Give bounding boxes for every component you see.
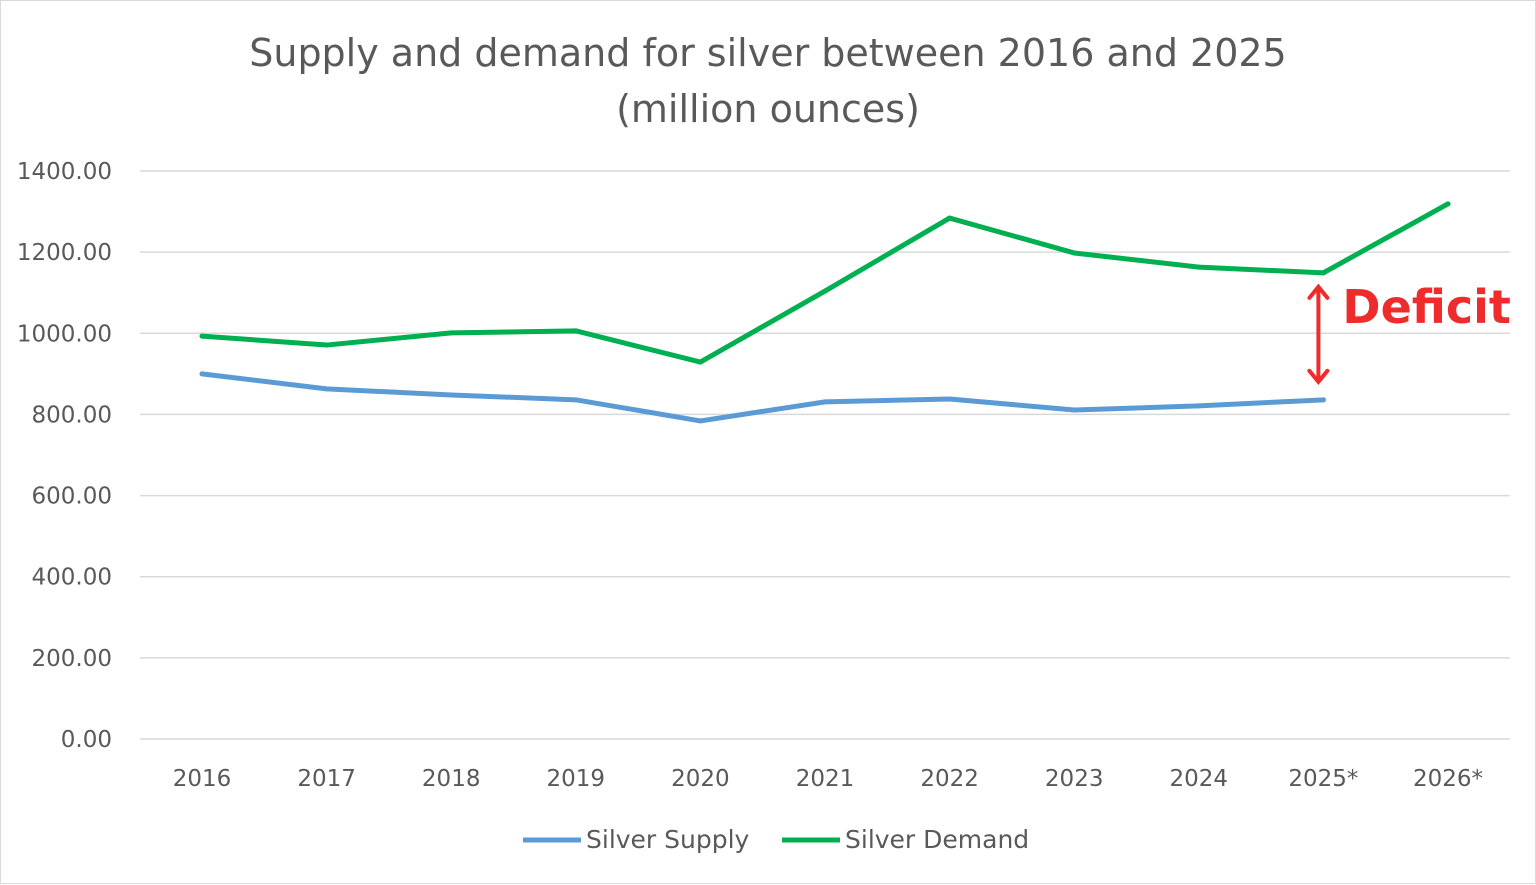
x-tick-label: 2018 xyxy=(422,766,481,792)
data-point xyxy=(1071,250,1077,256)
y-tick-label: 1000.00 xyxy=(17,321,112,347)
chart-subtitle: (million ounces) xyxy=(616,87,920,131)
y-tick-label: 0.00 xyxy=(61,727,112,753)
data-point xyxy=(1445,201,1451,207)
series-line-silver-supply xyxy=(199,371,1326,424)
chart-title: Supply and demand for silver between 201… xyxy=(249,31,1287,75)
x-tick-label: 2019 xyxy=(547,766,606,792)
data-point xyxy=(448,330,454,336)
data-point xyxy=(1071,407,1077,413)
data-point xyxy=(1320,397,1326,403)
legend-label: Silver Supply xyxy=(586,825,750,854)
series-line-silver-demand xyxy=(199,201,1451,365)
y-tick-label: 1200.00 xyxy=(17,240,112,266)
data-point xyxy=(573,328,579,334)
y-tick-label: 600.00 xyxy=(32,484,112,510)
data-point xyxy=(1320,270,1326,276)
y-tick-label: 200.00 xyxy=(32,646,112,672)
data-point xyxy=(199,371,205,377)
deficit-label: Deficit xyxy=(1342,280,1511,334)
y-tick-label: 800.00 xyxy=(32,402,112,428)
x-tick-label: 2020 xyxy=(671,766,730,792)
data-point xyxy=(947,215,953,221)
x-tick-label: 2024 xyxy=(1170,766,1229,792)
data-point xyxy=(1196,403,1202,409)
arrow-head-down xyxy=(1307,368,1330,385)
data-point xyxy=(697,359,703,365)
legend: Silver Supply Silver Demand xyxy=(523,825,1029,854)
x-tick-label: 2017 xyxy=(297,766,356,792)
x-tick-label: 2021 xyxy=(796,766,855,792)
arrow-head-up xyxy=(1307,283,1330,300)
data-point xyxy=(947,396,953,402)
data-point xyxy=(1196,264,1202,270)
x-tick-label: 2022 xyxy=(920,766,979,792)
x-tick-label: 2025* xyxy=(1288,766,1358,792)
data-point xyxy=(199,333,205,339)
data-point xyxy=(573,397,579,403)
x-tick-label: 2023 xyxy=(1045,766,1104,792)
data-point xyxy=(822,288,828,294)
legend-label: Silver Demand xyxy=(845,825,1029,854)
deficit-annotation: Deficit xyxy=(1307,280,1511,385)
y-tick-label: 400.00 xyxy=(32,565,112,591)
data-point xyxy=(448,392,454,398)
y-tick-label: 1400.00 xyxy=(17,159,112,185)
x-tick-label: 2026* xyxy=(1413,766,1483,792)
data-point xyxy=(697,418,703,424)
data-point xyxy=(324,386,330,392)
data-point xyxy=(324,342,330,348)
data-point xyxy=(822,399,828,405)
x-tick-label: 2016 xyxy=(173,766,232,792)
